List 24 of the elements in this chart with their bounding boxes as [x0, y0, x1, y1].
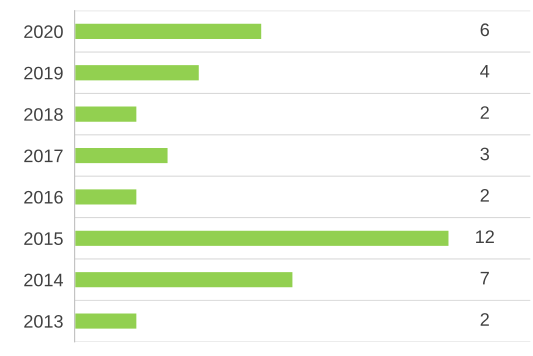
y-tick-label: 2017 — [24, 149, 63, 162]
data-label: 7 — [480, 272, 489, 284]
y-tick-label: 2019 — [24, 66, 63, 80]
bar — [74, 64, 200, 82]
bar — [74, 229, 450, 248]
y-tick-label: 2020 — [24, 25, 63, 38]
bar — [74, 270, 294, 289]
data-label: 4 — [480, 65, 490, 78]
data-label: 3 — [480, 148, 489, 160]
y-tick-label: 2018 — [24, 108, 63, 121]
bar — [74, 312, 138, 330]
bar — [74, 22, 263, 40]
data-label: 2 — [480, 313, 489, 326]
y-tick-label: 2016 — [24, 190, 63, 204]
y-tick-label: 2015 — [24, 232, 63, 246]
y-tick-label: 2013 — [24, 315, 63, 328]
bar — [74, 105, 138, 124]
data-label: 2 — [480, 106, 489, 119]
y-tick-label: 2014 — [24, 274, 63, 286]
data-label: 12 — [476, 230, 494, 243]
bar — [74, 188, 138, 206]
bar — [74, 146, 169, 164]
data-label: 2 — [480, 188, 489, 202]
data-label: 6 — [480, 23, 489, 36]
